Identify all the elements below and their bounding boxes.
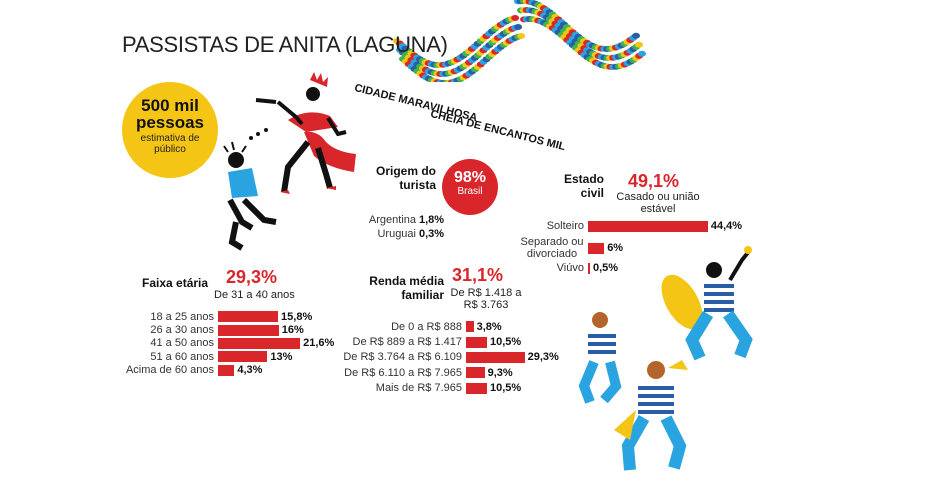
- age-highlight-value: 29,3%: [226, 267, 278, 287]
- bar-row: 26 a 30 anos 16%: [96, 323, 304, 337]
- origem-other-value: 0,3%: [419, 228, 445, 240]
- audience-caption: estimativa de público: [140, 133, 200, 155]
- civil-bar-chart: Solteiro 44,4% Separado ou divorciado 6% Viú…: [520, 220, 780, 280]
- bar-label: 51 a 60 anos: [150, 350, 214, 363]
- confetti-piece: [514, 24, 523, 30]
- bar: [466, 382, 487, 394]
- bar-label: 26 a 30 anos: [150, 324, 214, 337]
- confetti-piece: [635, 41, 643, 48]
- bar: [218, 324, 279, 336]
- bar-value-label: 15,8%: [281, 310, 313, 323]
- bar-value-label: 29,3%: [527, 351, 559, 364]
- bar-label: Viúvo: [556, 262, 584, 274]
- bar-row: De 0 a R$ 888 3,8%: [290, 319, 502, 334]
- dancers-illustration: [223, 72, 356, 251]
- bar-row: De R$ 889 a R$ 1.417 10,5%: [290, 334, 522, 349]
- bar-row: De R$ 3.764 a R$ 6.109 29,3%: [290, 350, 559, 365]
- bar-label: De R$ 3.764 a R$ 6.109: [343, 351, 462, 364]
- bar-row: De R$ 6.110 a R$ 7.965 9,3%: [290, 365, 513, 380]
- origem-main-value: 98%: [453, 169, 487, 186]
- bar-value-label: 9,3%: [487, 366, 513, 379]
- bar: [466, 367, 485, 379]
- bar: [466, 336, 487, 348]
- bar-row: 41 a 50 anos 21,6%: [96, 337, 334, 350]
- bar-row: 51 a 60 anos 13%: [96, 350, 292, 363]
- audience-badge: 500 mil pessoas estimativa de público: [122, 82, 218, 178]
- bar-label: De R$ 6.110 a R$ 7.965: [344, 366, 462, 379]
- bar-value-label: 13%: [270, 350, 293, 363]
- origem-other-label: Uruguai: [377, 228, 416, 240]
- bar-label: Solteiro: [546, 220, 584, 232]
- age-bar-chart: 18 a 25 anos 15,8% 26 a 30 anos 16% 41 a 50 …: [96, 310, 356, 385]
- musicians-illustration: [578, 246, 753, 471]
- origem-others: Argentina 1,8% Uruguai 0,3%: [360, 214, 480, 242]
- slogan-line-2: CHEIA DE ENCANTOS MIL: [429, 108, 567, 154]
- bar-value-label: 4,3%: [237, 364, 263, 377]
- bar-label: Separado ou divorciado: [520, 236, 584, 260]
- income-highlight-value: 31,1%: [452, 265, 504, 285]
- bar-row: Mais de R$ 7.965 10,5%: [290, 381, 521, 396]
- bar-row: Separado ou divorciado 6%: [520, 236, 624, 260]
- bar-value-label: 21,6%: [303, 337, 335, 350]
- bar: [218, 364, 235, 376]
- bar-label: Acima de 60 anos: [125, 364, 214, 377]
- bar-label: Mais de R$ 7.965: [375, 382, 462, 395]
- origem-badge: 98% Brasil: [442, 159, 498, 215]
- bar: [588, 262, 590, 274]
- bar-value-label: 16%: [281, 324, 304, 337]
- origem-other-value: 1,8%: [419, 214, 445, 226]
- bar-label: De 0 a R$ 888: [391, 320, 462, 333]
- bar: [588, 242, 605, 254]
- bar-value-label: 6%: [607, 242, 624, 254]
- civil-highlight-value: 49,1%: [628, 171, 680, 191]
- origem-other-row: Uruguai 0,3%: [360, 228, 480, 242]
- age-section-label: Faixa etária: [142, 276, 209, 290]
- confetti-piece: [638, 50, 646, 57]
- bar-value-label: 10,5%: [490, 382, 522, 395]
- bar-value-label: 10,5%: [490, 336, 522, 349]
- bar: [466, 351, 525, 363]
- page-title: PASSISTAS DE ANITA (LAGUNA): [122, 32, 448, 57]
- confetti-piece: [511, 15, 520, 21]
- confetti-streamer: [393, 0, 646, 82]
- bar: [466, 321, 474, 333]
- income-highlight-label: De R$ 1.418 a R$ 3.763: [450, 287, 522, 311]
- origem-main-label: Brasil: [457, 186, 483, 197]
- origem-other-label: Argentina: [368, 214, 416, 226]
- origem-label: Origem do turista: [375, 164, 436, 192]
- origem-other-row: Argentina 1,8%: [360, 214, 480, 228]
- bar-label: De R$ 889 a R$ 1.417: [352, 336, 462, 349]
- confetti-piece: [517, 33, 526, 39]
- confetti-piece: [632, 32, 640, 39]
- bar-row: Solteiro 44,4%: [520, 220, 742, 232]
- bar-row: Viúvo 0,5%: [520, 262, 618, 274]
- bar-value-label: 3,8%: [476, 320, 502, 333]
- civil-highlight-label: Casado ou união estável: [616, 191, 700, 215]
- bar-label: 18 a 25 anos: [150, 310, 214, 323]
- income-section-label: Renda média familiar: [369, 274, 444, 302]
- bar-row: Acima de 60 anos 4,3%: [96, 364, 262, 377]
- bar-value-label: 0,5%: [593, 262, 619, 274]
- bar: [218, 311, 279, 323]
- bar-value-label: 44,4%: [710, 220, 743, 232]
- bar: [218, 351, 268, 363]
- bar-row: 18 a 25 anos 15,8%: [96, 310, 312, 323]
- bar: [588, 220, 708, 232]
- income-bar-chart: De 0 a R$ 888 3,8% De R$ 889 a R$ 1.417 10,…: [290, 319, 590, 396]
- age-highlight-label: De 31 a 40 anos: [214, 289, 295, 301]
- civil-section-label: Estado civil: [563, 172, 604, 200]
- bar: [218, 337, 301, 349]
- audience-value: 500 mil pessoas: [135, 96, 205, 132]
- bar-label: 41 a 50 anos: [150, 337, 214, 350]
